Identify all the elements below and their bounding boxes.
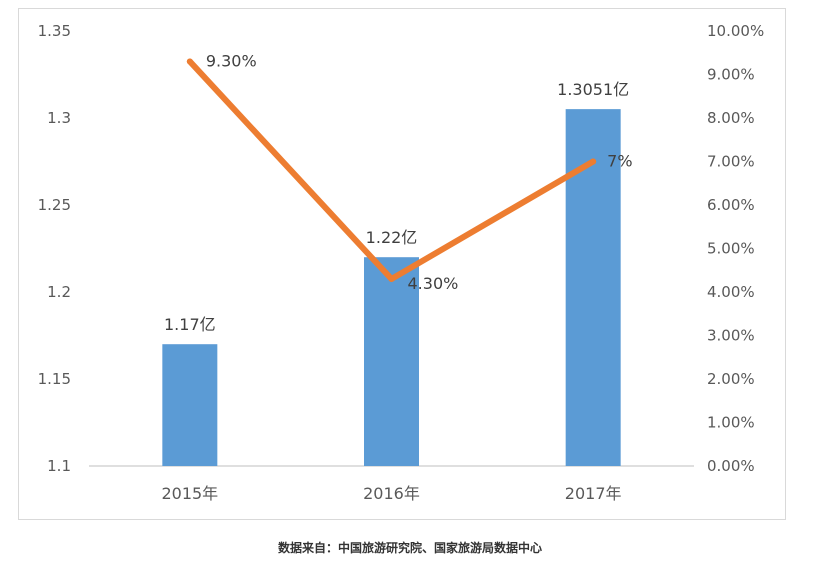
right-tick-label: 9.00% (707, 66, 755, 84)
bar-data-label: 1.17亿 (164, 315, 216, 334)
category-label: 2015年 (161, 484, 218, 503)
bar-1 (364, 257, 419, 466)
left-tick-label: 1.3 (47, 109, 71, 127)
right-tick-label: 0.00% (707, 457, 755, 475)
left-axis-ticks: 1.1 1.15 1.2 1.25 1.3 1.35 (38, 22, 71, 475)
line-data-label: 4.30% (408, 274, 459, 293)
right-tick-label: 2.00% (707, 370, 755, 388)
left-tick-label: 1.35 (38, 22, 71, 40)
right-tick-label: 6.00% (707, 196, 755, 214)
left-tick-label: 1.25 (38, 196, 71, 214)
bar-data-labels: 1.17亿 1.22亿 1.3051亿 (164, 80, 629, 334)
chart-frame: 1.1 1.15 1.2 1.25 1.3 1.35 0.00% 1.00% 2.00% 3.0… (18, 8, 786, 520)
category-labels: 2015年 2016年 2017年 (161, 484, 621, 503)
right-tick-label: 5.00% (707, 240, 755, 258)
left-tick-label: 1.15 (38, 370, 71, 388)
line-data-label: 9.30% (206, 51, 257, 70)
right-tick-label: 8.00% (707, 109, 755, 127)
bar-data-label: 1.22亿 (366, 228, 418, 247)
right-tick-label: 3.00% (707, 327, 755, 345)
line-series (186, 58, 597, 282)
bar-0 (162, 344, 218, 466)
category-label: 2017年 (565, 484, 622, 503)
line-data-label: 7% (607, 152, 632, 171)
bar-data-label: 1.3051亿 (557, 80, 629, 99)
category-label: 2016年 (363, 484, 420, 503)
left-tick-label: 1.2 (47, 283, 71, 301)
right-tick-label: 1.00% (707, 414, 755, 432)
bar-2 (565, 109, 621, 466)
line-point-1 (388, 275, 395, 282)
right-axis-ticks: 0.00% 1.00% 2.00% 3.00% 4.00% 5.00% 6.00% 7.00%… (707, 22, 764, 475)
line-data-labels: 9.30% 4.30% 7% (206, 51, 633, 293)
bar-series (162, 109, 621, 466)
combo-chart: 1.1 1.15 1.2 1.25 1.3 1.35 0.00% 1.00% 2.00% 3.0… (38, 22, 765, 503)
line-point-0 (186, 58, 193, 65)
left-tick-label: 1.1 (47, 457, 71, 475)
line-point-2 (590, 158, 597, 165)
right-tick-label: 10.00% (707, 22, 764, 40)
right-tick-label: 4.00% (707, 283, 755, 301)
source-note: 数据来自：中国旅游研究院、国家旅游局数据中心 (277, 541, 542, 555)
right-tick-label: 7.00% (707, 153, 755, 171)
